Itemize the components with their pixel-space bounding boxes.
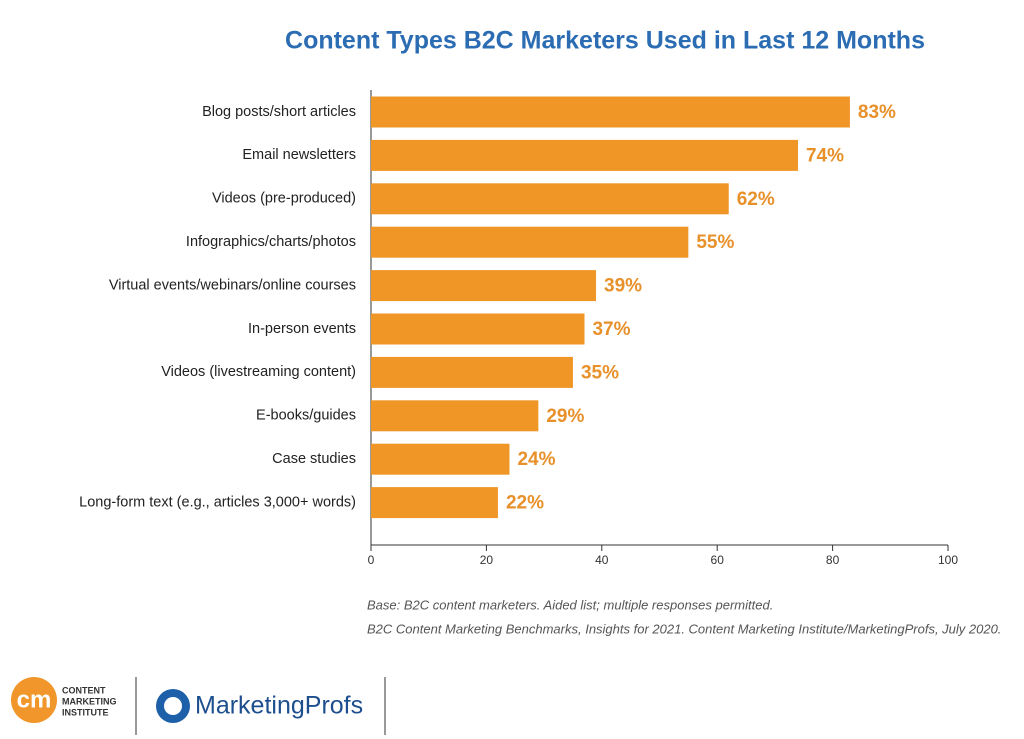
mprofs-text: MarketingProfs — [195, 692, 363, 720]
cmi-text: MARKETING — [62, 696, 117, 706]
value-label: 62% — [737, 189, 775, 210]
bar — [371, 96, 850, 128]
y-tick-label: In-person events — [248, 321, 356, 337]
cmi-mark: cm — [17, 686, 52, 713]
y-tick-label: Videos (livestreaming content) — [161, 364, 356, 380]
bar — [371, 139, 798, 171]
value-label: 74% — [806, 145, 844, 166]
y-tick-label: Case studies — [272, 451, 356, 467]
cmi-logo — [11, 677, 57, 723]
chart-title: Content Types B2C Marketers Used in Last… — [285, 27, 925, 55]
note: B2C Content Marketing Benchmarks, Insigh… — [367, 621, 1001, 636]
bar — [371, 183, 729, 215]
x-tick-label: 100 — [938, 553, 958, 567]
note: Base: B2C content marketers. Aided list;… — [367, 597, 773, 612]
bar — [371, 313, 585, 345]
value-label: 37% — [592, 319, 630, 340]
mprofs-logo-inner — [164, 697, 182, 715]
x-tick-label: 20 — [480, 553, 494, 567]
y-tick-label: Videos (pre-produced) — [212, 191, 356, 207]
x-tick-label: 0 — [368, 553, 375, 567]
bar — [371, 487, 498, 519]
y-tick-label: Long-form text (e.g., articles 3,000+ wo… — [79, 494, 356, 510]
y-tick-label: Virtual events/webinars/online courses — [109, 277, 356, 293]
value-label: 29% — [546, 406, 584, 427]
y-tick-label: Infographics/charts/photos — [186, 234, 356, 250]
x-tick-label: 80 — [826, 553, 840, 567]
cmi-text: INSTITUTE — [62, 707, 109, 717]
cmi-text: CONTENT — [62, 685, 106, 695]
bar — [371, 400, 539, 432]
value-label: 35% — [581, 362, 619, 383]
bar — [371, 356, 573, 388]
x-tick-label: 40 — [595, 553, 609, 567]
value-label: 39% — [604, 276, 642, 297]
y-tick-label: Email newsletters — [242, 147, 356, 163]
value-label: 83% — [858, 102, 896, 123]
x-tick-label: 60 — [711, 553, 725, 567]
y-tick-label: Blog posts/short articles — [202, 104, 356, 120]
bar — [371, 226, 689, 258]
value-label: 55% — [696, 232, 734, 253]
value-label: 24% — [517, 449, 555, 470]
bar — [371, 270, 597, 302]
bar — [371, 443, 510, 475]
y-tick-label: E-books/guides — [256, 408, 356, 424]
value-label: 22% — [506, 493, 544, 514]
